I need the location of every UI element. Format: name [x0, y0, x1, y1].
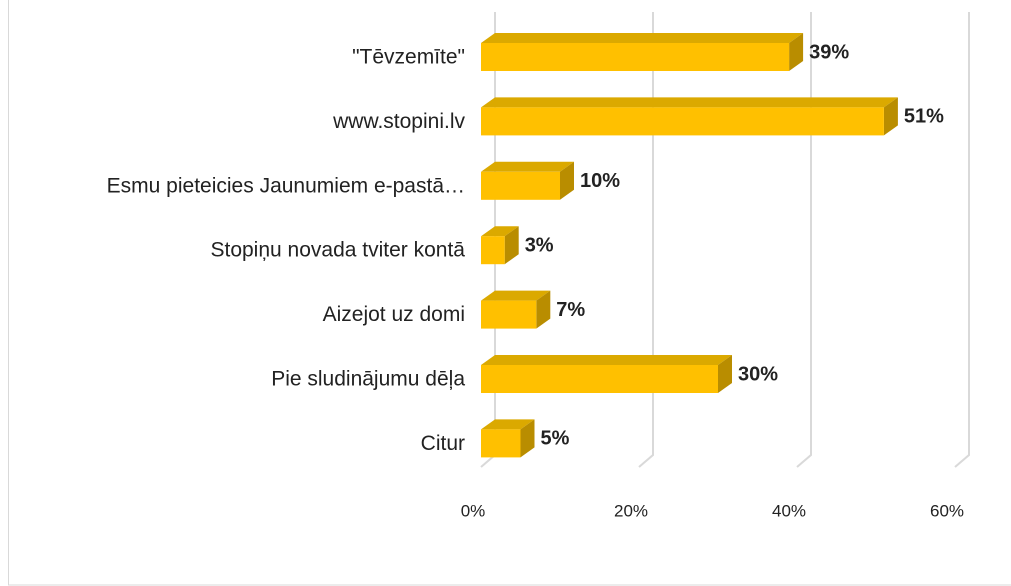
data-label: 7% — [556, 299, 585, 321]
x-tick-label: 60% — [930, 501, 964, 520]
x-tick-label: 20% — [614, 501, 648, 520]
data-label: 10% — [580, 170, 620, 192]
y-tick-label: "Tēvzemīte" — [352, 46, 465, 69]
bar-side — [789, 33, 804, 71]
x-tick-label: 40% — [772, 501, 806, 520]
y-tick-label: www.stopini.lv — [332, 110, 465, 133]
data-label: 3% — [525, 234, 554, 256]
bar-top — [481, 419, 535, 430]
grid-line — [638, 12, 654, 468]
x-tick-label: 0% — [461, 501, 486, 520]
bar-top — [481, 226, 519, 237]
bar — [481, 365, 718, 393]
bar — [481, 300, 537, 329]
y-tick-label: Pie sludinājumu dēļa — [271, 368, 465, 391]
bar — [481, 429, 521, 458]
y-tick-label: Esmu pieteicies Jaunumiem e-pastā… — [107, 174, 465, 197]
bar-side — [560, 161, 574, 200]
bar — [481, 43, 790, 71]
y-tick-label: Stopiņu novada tviter kontā — [210, 239, 465, 262]
grid-line — [796, 12, 812, 468]
bar-side — [520, 419, 535, 458]
bar-top — [481, 355, 732, 365]
data-label: 39% — [809, 41, 849, 63]
bar — [481, 107, 884, 136]
data-label: 30% — [738, 363, 778, 385]
data-label: 51% — [904, 106, 944, 128]
bar-side — [883, 97, 898, 136]
bar-side — [718, 355, 732, 393]
grid-line — [954, 12, 970, 468]
bar-top — [481, 161, 574, 172]
bar-top — [481, 290, 551, 301]
bar — [481, 171, 560, 200]
bar — [481, 236, 505, 265]
y-tick-label: Citur — [421, 432, 465, 455]
bar-top — [481, 97, 898, 108]
y-tick-label: Aizejot uz domi — [323, 303, 465, 326]
data-label: 5% — [541, 428, 570, 450]
bar-side — [536, 290, 551, 329]
chart-border — [8, 0, 1011, 586]
bar-side — [504, 226, 519, 265]
bar-top — [481, 33, 804, 43]
